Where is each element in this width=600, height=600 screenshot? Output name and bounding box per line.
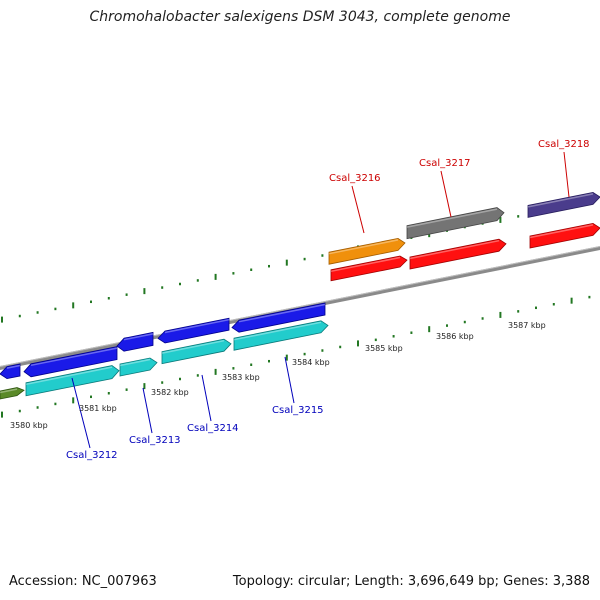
feature-csal-3212-cds-highlight xyxy=(25,366,113,386)
feature-csal-3217-cds xyxy=(406,207,505,240)
gene-label-csal-3213: Csal_3213 xyxy=(129,435,181,446)
leader-csal-3216 xyxy=(351,185,365,234)
feature-csal-3213-gene-highlight xyxy=(123,333,154,341)
feature-csal-3214-cds-highlight xyxy=(161,339,225,354)
feature-csal-3213-cds-highlight xyxy=(119,358,151,367)
feature-csal-3214-gene-highlight xyxy=(164,318,230,334)
tick-label-3586: 3586 kbp xyxy=(436,332,474,341)
feature-csal-3211-gene-highlight xyxy=(6,364,21,369)
feature-csal-3215-cds xyxy=(233,320,329,351)
feature-csal-3211-gene xyxy=(0,363,21,380)
feature-csal-3217-gene-highlight xyxy=(409,239,500,260)
gene-label-csal-3216: Csal_3216 xyxy=(329,173,381,184)
feature-csal-3215-gene-highlight xyxy=(238,303,326,323)
accession-text: Accession: NC_007963 xyxy=(9,574,157,589)
tick-label-3584: 3584 kbp xyxy=(292,358,330,367)
feature-csal-3212-gene-highlight xyxy=(30,347,118,367)
feature-csal-3217-cds-highlight xyxy=(406,208,498,228)
feature-csal-3211-cds-highlight xyxy=(0,388,18,394)
gene-features xyxy=(0,191,600,400)
feature-csal-3217-gene xyxy=(409,238,507,270)
feature-csal-3216-gene-highlight xyxy=(330,256,401,273)
feature-csal-3218-cds xyxy=(527,191,600,218)
gene-label-csal-3214: Csal_3214 xyxy=(187,423,239,434)
feature-csal-3214-gene xyxy=(157,317,230,344)
gene-label-csal-3217: Csal_3217 xyxy=(419,158,471,169)
leader-csal-3212 xyxy=(71,377,91,449)
tick-label-3583: 3583 kbp xyxy=(222,373,260,382)
feature-csal-3213-cds xyxy=(119,357,158,377)
feature-csal-3212-gene xyxy=(23,346,118,378)
feature-csal-3214-cds xyxy=(161,338,232,365)
feature-csal-3216-cds-highlight xyxy=(328,239,399,255)
backbone-highlight xyxy=(0,246,600,367)
leader-csal-3217 xyxy=(440,170,452,218)
tick-label-3585: 3585 kbp xyxy=(365,344,403,353)
label-leaders xyxy=(71,151,570,449)
gene-label-csal-3218: Csal_3218 xyxy=(538,139,590,150)
gene-label-csal-3212: Csal_3212 xyxy=(66,450,118,461)
topology-text: Topology: circular; Length: 3,696,649 bp… xyxy=(232,574,590,589)
leader-csal-3215 xyxy=(284,356,295,404)
feature-csal-3216-gene xyxy=(330,255,408,282)
map-title: Chromohalobacter salexigens DSM 3043, co… xyxy=(89,9,511,25)
feature-csal-3211-cds xyxy=(0,387,25,400)
feature-csal-3215-cds-highlight xyxy=(233,321,322,341)
tick-label-3582: 3582 kbp xyxy=(151,388,189,397)
feature-csal-3213-gene xyxy=(116,331,154,352)
gene-label-csal-3215: Csal_3215 xyxy=(272,405,324,416)
labels: 3580 kbp 3581 kbp 3582 kbp 3583 kbp 3584… xyxy=(10,139,590,461)
feature-csal-3216-cds xyxy=(328,237,406,265)
feature-csal-3218-gene xyxy=(529,222,600,249)
leader-csal-3213 xyxy=(142,387,153,434)
feature-csal-3218-gene-highlight xyxy=(529,224,594,239)
leader-csal-3218 xyxy=(563,151,570,198)
feature-csal-3218-cds-highlight xyxy=(527,193,594,208)
tick-label-3581: 3581 kbp xyxy=(79,404,117,413)
tick-label-3580: 3580 kbp xyxy=(10,421,48,430)
leader-csal-3214 xyxy=(201,374,212,422)
feature-csal-3215-gene xyxy=(231,302,326,333)
tick-label-3587: 3587 kbp xyxy=(508,321,546,330)
